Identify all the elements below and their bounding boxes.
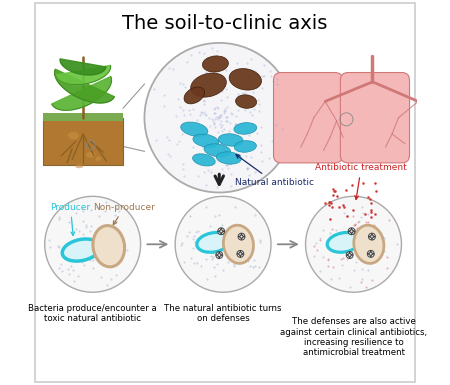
- Ellipse shape: [235, 95, 256, 108]
- Ellipse shape: [354, 225, 384, 263]
- Circle shape: [348, 228, 355, 235]
- Ellipse shape: [229, 69, 261, 90]
- Circle shape: [216, 251, 223, 258]
- Ellipse shape: [327, 233, 360, 252]
- Ellipse shape: [184, 87, 205, 104]
- Polygon shape: [56, 65, 111, 85]
- Text: Non-producer: Non-producer: [94, 203, 155, 225]
- Ellipse shape: [202, 56, 229, 72]
- Circle shape: [175, 196, 271, 292]
- FancyBboxPatch shape: [43, 117, 123, 165]
- Text: The natural antibiotic turns
on defenses: The natural antibiotic turns on defenses: [164, 304, 282, 323]
- Ellipse shape: [68, 132, 79, 139]
- Circle shape: [45, 196, 140, 292]
- Text: Natural antibiotic: Natural antibiotic: [234, 155, 314, 187]
- Text: The defenses are also active
against certain clinical antibiotics,
increasing re: The defenses are also active against cer…: [280, 317, 427, 357]
- Circle shape: [237, 250, 244, 257]
- Circle shape: [306, 196, 401, 292]
- Ellipse shape: [193, 154, 215, 166]
- Ellipse shape: [216, 152, 241, 164]
- Ellipse shape: [193, 134, 219, 147]
- FancyBboxPatch shape: [274, 72, 342, 163]
- Ellipse shape: [204, 144, 231, 157]
- FancyBboxPatch shape: [340, 72, 410, 163]
- Circle shape: [144, 43, 294, 192]
- Ellipse shape: [93, 226, 125, 267]
- Text: Bacteria produce/encounter a
toxic natural antibiotic: Bacteria produce/encounter a toxic natur…: [28, 304, 157, 323]
- Ellipse shape: [234, 141, 256, 152]
- Circle shape: [238, 233, 245, 240]
- Polygon shape: [54, 69, 114, 103]
- Ellipse shape: [197, 233, 230, 252]
- Ellipse shape: [86, 152, 95, 158]
- Circle shape: [218, 228, 225, 235]
- Polygon shape: [60, 59, 106, 75]
- Circle shape: [346, 251, 353, 258]
- Circle shape: [369, 233, 375, 240]
- Polygon shape: [52, 77, 112, 110]
- Text: The soil-to-clinic axis: The soil-to-clinic axis: [122, 14, 328, 33]
- Ellipse shape: [234, 122, 257, 134]
- Text: Antibiotic treatment: Antibiotic treatment: [315, 163, 407, 199]
- Ellipse shape: [76, 164, 83, 168]
- Ellipse shape: [218, 134, 243, 146]
- Circle shape: [367, 250, 374, 257]
- Ellipse shape: [62, 239, 100, 261]
- FancyBboxPatch shape: [43, 113, 123, 121]
- Ellipse shape: [181, 122, 208, 136]
- Text: Producer: Producer: [50, 203, 90, 236]
- Ellipse shape: [191, 73, 226, 97]
- Ellipse shape: [223, 225, 253, 263]
- Ellipse shape: [95, 156, 101, 161]
